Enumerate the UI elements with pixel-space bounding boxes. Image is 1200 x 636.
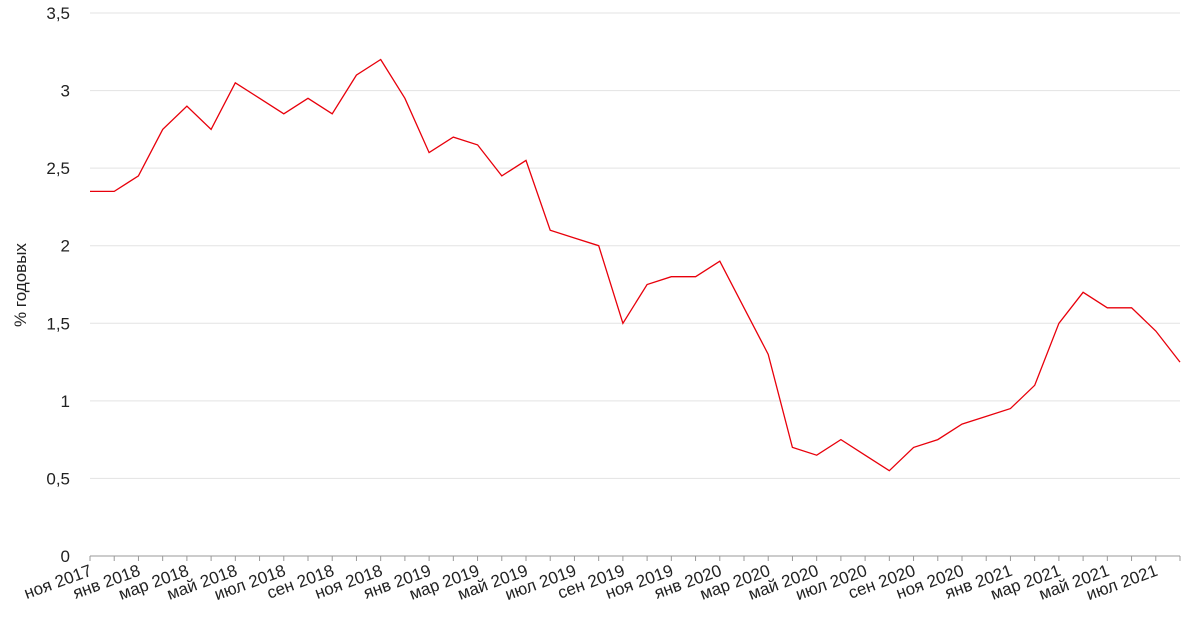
y-tick-label: 2 xyxy=(61,237,70,256)
y-tick-label: 3,5 xyxy=(46,4,70,23)
y-tick-label: 1,5 xyxy=(46,314,70,333)
y-tick-label: 2,5 xyxy=(46,159,70,178)
y-tick-label: 0 xyxy=(61,547,70,566)
y-axis-label: % годовых xyxy=(11,243,30,327)
y-tick-label: 1 xyxy=(61,392,70,411)
line xyxy=(90,58,1181,472)
y-tick-label: 0,5 xyxy=(46,469,70,488)
y-tick-label: 3 xyxy=(61,82,70,101)
